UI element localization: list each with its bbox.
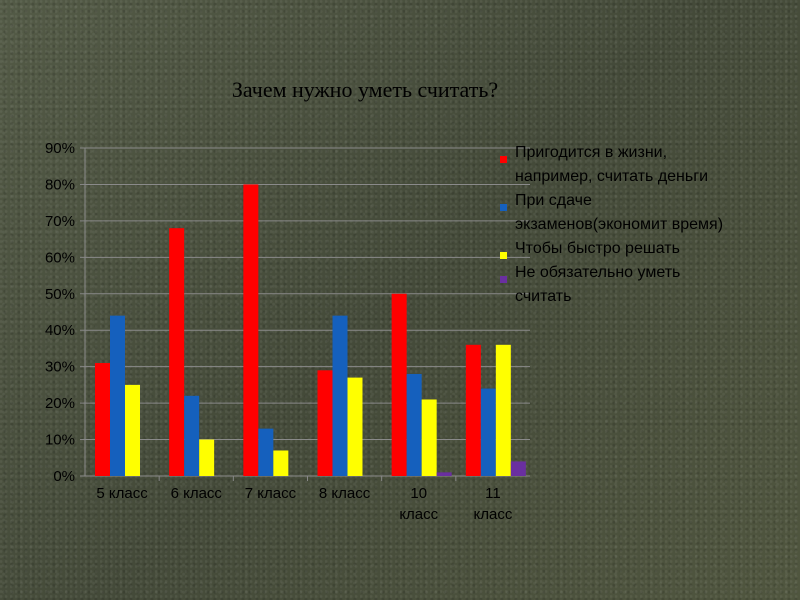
bar xyxy=(347,377,363,476)
x-tick-label: 6 класс xyxy=(171,485,223,502)
bar xyxy=(317,370,333,476)
tick-labels: 0% 10% 20% 30% 40% 50% 60% 70% 80% 90% 5 класс 6 кл… xyxy=(45,140,513,523)
x-tick-label-line: класс xyxy=(474,506,513,523)
y-tick-label: 90% xyxy=(45,140,75,157)
y-tick-label: 10% xyxy=(45,432,75,449)
legend-label-line: Чтобы быстро решать xyxy=(515,240,680,257)
bar xyxy=(495,344,511,476)
y-tick-label: 60% xyxy=(45,249,75,266)
legend-label-line: Не обязательно уметь xyxy=(515,264,681,281)
chart-title: Зачем нужно уметь считать? xyxy=(231,77,499,102)
y-tick-label: 50% xyxy=(45,286,75,303)
bar xyxy=(110,315,125,476)
bar xyxy=(391,293,407,476)
bar xyxy=(510,461,526,476)
axes xyxy=(80,147,530,481)
legend-label-line: считать xyxy=(515,288,572,305)
legend-label-line: например, считать деньги xyxy=(515,168,708,185)
legend-label-line: При сдаче xyxy=(515,192,592,209)
legend-label-line: экзаменов(экономит время) xyxy=(515,216,724,233)
y-tick-label: 70% xyxy=(45,213,75,230)
legend-item: Не обязательно уметь считать xyxy=(500,261,790,309)
legend-item: При сдаче экзаменов(экономит время) xyxy=(500,189,790,237)
y-tick-label: 30% xyxy=(45,359,75,376)
legend-swatch xyxy=(500,204,507,211)
legend-item: Чтобы быстро решать xyxy=(500,237,790,261)
y-tick-label: 40% xyxy=(45,322,75,339)
x-tick-label: 10 класс xyxy=(399,485,438,523)
legend-swatch xyxy=(500,252,507,259)
gridlines xyxy=(85,147,530,441)
bar xyxy=(125,384,140,476)
y-tick-label: 20% xyxy=(45,395,75,412)
bars xyxy=(95,184,526,476)
x-tick-label-line: 7 класс xyxy=(245,485,297,502)
bar xyxy=(421,399,437,476)
bar xyxy=(480,388,496,476)
x-tick-label: 5 класс xyxy=(96,485,148,502)
bar xyxy=(169,228,185,476)
legend-item: Пригодится в жизни, например, считать ден… xyxy=(500,141,790,189)
bar xyxy=(332,315,348,476)
legend-swatch xyxy=(500,276,507,283)
bar xyxy=(95,363,110,476)
x-tick-label: 11 класс xyxy=(474,485,513,523)
x-tick-label-line: 8 класс xyxy=(319,485,371,502)
x-tick-label: 7 класс xyxy=(245,485,297,502)
bar xyxy=(243,184,259,476)
y-tick-label: 0% xyxy=(53,468,75,485)
y-tick-label: 80% xyxy=(45,176,75,193)
x-tick-label: 8 класс xyxy=(319,485,371,502)
chart-legend: Пригодится в жизни, например, считать ден… xyxy=(500,141,790,309)
bar xyxy=(258,428,274,476)
x-tick-label-line: 10 xyxy=(410,485,427,502)
bar xyxy=(199,439,215,476)
legend-swatch xyxy=(500,156,507,163)
bar xyxy=(184,395,200,476)
x-tick-label-line: 11 xyxy=(485,485,501,502)
bar xyxy=(436,472,452,476)
x-tick-label-line: 6 класс xyxy=(171,485,223,502)
x-tick-label-line: 5 класс xyxy=(96,485,148,502)
bar xyxy=(406,373,422,476)
legend-label-line: Пригодится в жизни, xyxy=(515,144,668,161)
bar xyxy=(273,450,289,476)
bar xyxy=(465,344,481,476)
x-tick-label-line: класс xyxy=(399,506,438,523)
